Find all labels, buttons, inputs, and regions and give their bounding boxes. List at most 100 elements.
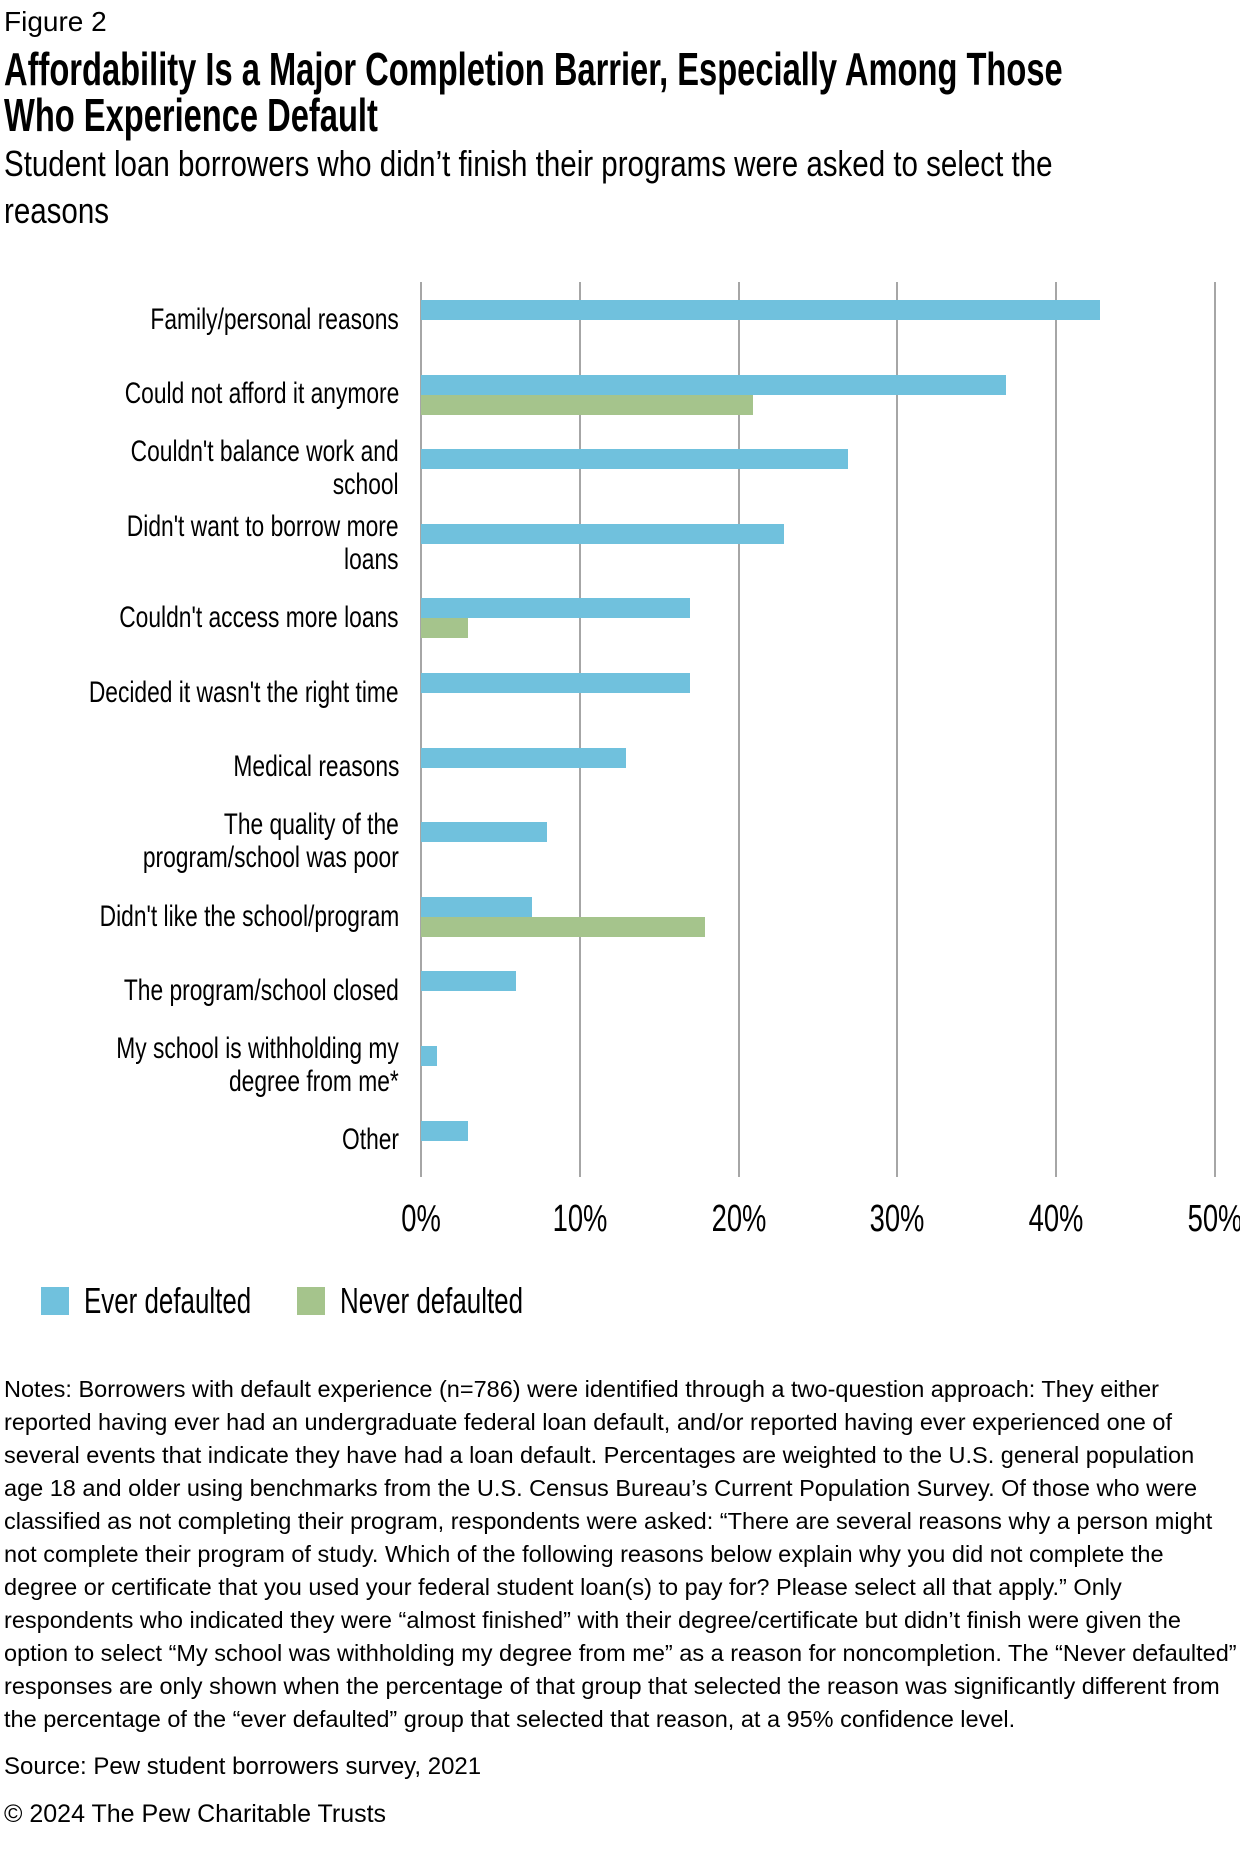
chart-row: Didn't like the school/program (4, 879, 1240, 954)
chart-row: Didn't want to borrow more loans (4, 506, 1240, 581)
bar-ever-defaulted (421, 1120, 469, 1141)
category-label: Family/personal reasons (151, 303, 399, 336)
category-label: The program/school closed (124, 974, 399, 1007)
page-title-line-1: Affordability Is a Major Completion Barr… (4, 43, 1063, 95)
gridlines (420, 282, 1216, 1178)
legend-label-ever-defaulted: Ever defaulted (84, 1280, 252, 1322)
chart-row: Family/personal reasons (4, 282, 1240, 357)
category-label-line: degree from me* (229, 1065, 399, 1099)
page-title-line-2: Who Experience Default (4, 89, 378, 141)
figure-page: Figure 2 Affordability Is a Major Comple… (4, 6, 1240, 1829)
category-label-cell: My school is withholding my degree from m… (4, 1028, 421, 1103)
legend: Ever defaulted Never defaulted (41, 1279, 1240, 1323)
category-label-cell: Decided it wasn't the right time (4, 655, 421, 730)
category-label-cell: Medical reasons (4, 730, 421, 805)
category-label-line: Didn't want to borrow more (127, 510, 399, 544)
bar-group (421, 506, 1211, 581)
category-label-cell: Could not afford it anymore (4, 357, 421, 432)
bar-group (421, 804, 1211, 879)
bar-chart: Family/personal reasons Could not afford … (4, 282, 1240, 1323)
category-label-line: Family/personal reasons (150, 302, 399, 336)
bar-group (421, 580, 1211, 655)
category-label: Medical reasons (233, 750, 399, 783)
bar-ever-defaulted (421, 896, 532, 917)
category-label: The quality of the program/school was poo… (143, 808, 399, 874)
category-label: Didn't want to borrow more loans (127, 510, 399, 576)
x-axis-tick: 30% (870, 1198, 925, 1241)
gridline (737, 282, 740, 1178)
category-label: Other (342, 1123, 399, 1156)
gridline (1055, 282, 1058, 1178)
category-label-line: program/school was poor (143, 841, 399, 875)
category-label-line: school (333, 468, 399, 502)
legend-label-never-defaulted: Never defaulted (340, 1280, 524, 1322)
bar-ever-defaulted (421, 598, 690, 619)
page-title: Affordability Is a Major Completion Barr… (4, 46, 1240, 138)
chart-row: Couldn't access more loans (4, 580, 1240, 655)
category-label-line: The program/school closed (123, 974, 399, 1008)
category-label: Didn't like the school/program (99, 900, 399, 933)
category-label-line: Other (341, 1123, 399, 1157)
category-label-line: Couldn't balance work and (131, 435, 399, 469)
legend-swatch-ever-defaulted (41, 1287, 69, 1316)
category-label-cell: Family/personal reasons (4, 282, 421, 357)
x-axis-tick: 50% (1187, 1198, 1240, 1241)
chart-row: Could not afford it anymore (4, 357, 1240, 432)
gridline (420, 282, 422, 1178)
bar-group (421, 431, 1211, 506)
category-label-line: Didn't like the school/program (99, 899, 399, 933)
category-label-line: Decided it wasn't the right time (89, 675, 399, 709)
bar-ever-defaulted (421, 672, 690, 693)
subtitle-line-1: Student loan borrowers who didn’t finish… (4, 143, 1053, 184)
chart-row: My school is withholding my degree from m… (4, 1028, 1240, 1103)
gridline (578, 282, 581, 1178)
bar-ever-defaulted (421, 523, 785, 544)
source: Source: Pew student borrowers survey, 20… (4, 1753, 482, 1781)
bar-never-defaulted (421, 394, 753, 415)
legend-item-never-defaulted: Never defaulted (297, 1281, 523, 1321)
category-label-line: The quality of the (224, 808, 399, 842)
bar-never-defaulted (421, 916, 706, 937)
category-label: Couldn't balance work and school (131, 435, 399, 501)
bar-ever-defaulted (421, 747, 627, 768)
copyright: © 2024 The Pew Charitable Trusts (4, 1800, 387, 1829)
bar-group (421, 879, 1211, 954)
figure-label: Figure 2 (4, 6, 107, 37)
category-label-line: Couldn't access more loans (119, 601, 399, 635)
bar-group (421, 282, 1211, 357)
chart-rows: Family/personal reasons Could not afford … (4, 282, 1240, 1177)
chart-row: Other (4, 1103, 1240, 1178)
chart-row: The quality of the program/school was poo… (4, 804, 1240, 879)
bar-group (421, 730, 1211, 805)
bar-never-defaulted (421, 618, 469, 639)
chart-row: The program/school closed (4, 953, 1240, 1028)
plot-area: Family/personal reasons Could not afford … (4, 282, 1240, 1178)
category-label-line: My school is withholding my (116, 1032, 399, 1066)
bar-ever-defaulted (421, 449, 848, 470)
bar-group (421, 1028, 1211, 1103)
x-axis-ticks: 0% 10% 20% 30% 40% 50% (401, 1177, 1240, 1241)
category-label-cell: The program/school closed (4, 953, 421, 1028)
category-label-line: loans (344, 543, 399, 577)
bar-group (421, 655, 1211, 730)
bar-ever-defaulted (421, 822, 548, 843)
category-label: Could not afford it anymore (124, 377, 399, 410)
category-label-cell: Couldn't balance work and school (4, 431, 421, 506)
bar-ever-defaulted (421, 300, 1101, 320)
gridline (1214, 282, 1216, 1178)
chart-row: Decided it wasn't the right time (4, 655, 1240, 730)
bar-group (421, 953, 1211, 1028)
category-label: Couldn't access more loans (120, 601, 399, 634)
x-axis-tick: 10% (552, 1198, 608, 1241)
gridline (896, 282, 899, 1178)
legend-item-ever-defaulted: Ever defaulted (41, 1281, 251, 1321)
bar-group (421, 357, 1211, 432)
legend-swatch-never-defaulted (297, 1287, 326, 1316)
x-axis-tick: 40% (1028, 1198, 1084, 1241)
category-label: Decided it wasn't the right time (89, 676, 399, 709)
category-label-line: Could not afford it anymore (124, 377, 399, 411)
subtitle-line-2: reasons (4, 190, 110, 231)
category-label-line: Medical reasons (232, 750, 399, 784)
category-label: My school is withholding my degree from m… (116, 1032, 399, 1098)
chart-row: Medical reasons (4, 730, 1240, 805)
